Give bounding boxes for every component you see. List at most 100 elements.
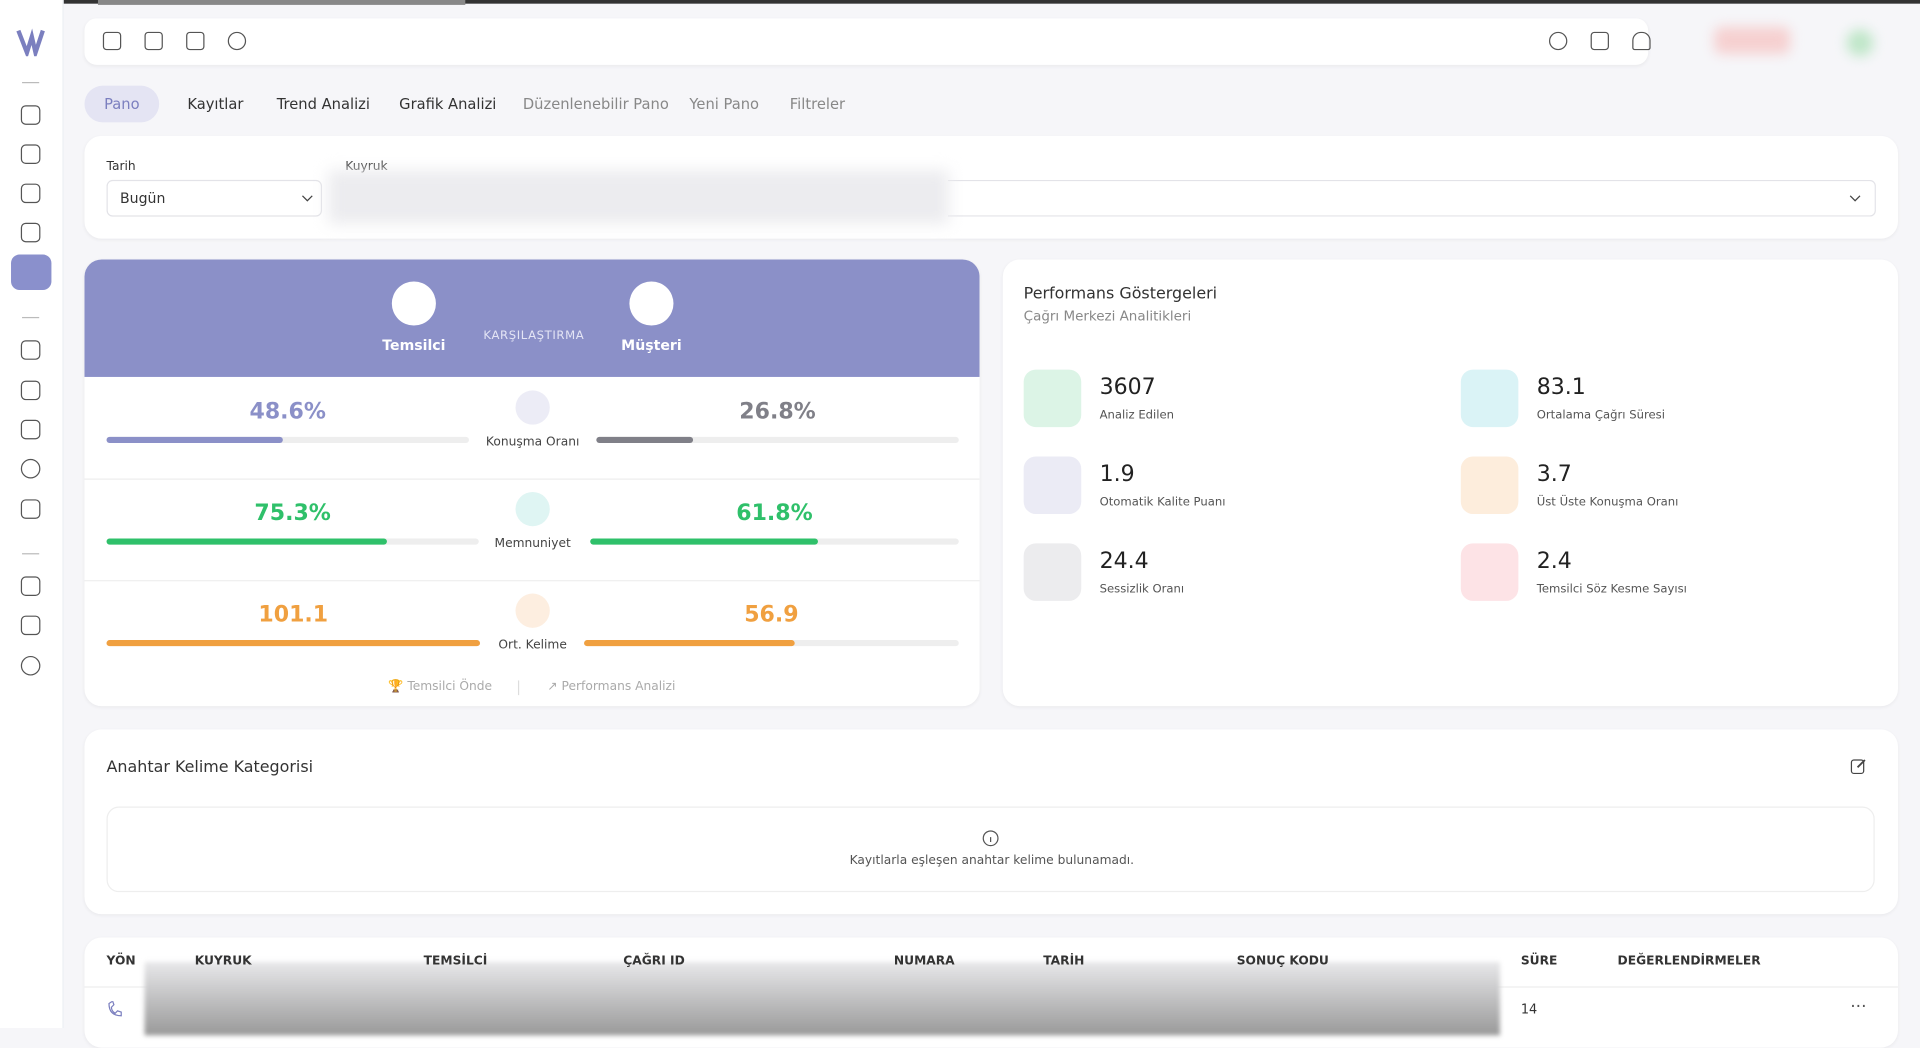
nav-icon[interactable] (20, 222, 41, 243)
kpi-value: 2.4 (1536, 548, 1572, 574)
kpi-icon (1023, 456, 1082, 515)
tab[interactable]: Trend Analizi (276, 95, 370, 113)
chevron (302, 195, 313, 202)
metric-icon (515, 491, 550, 527)
performance-subtitle: Çağrı Merkezi Analitikleri (1023, 308, 1192, 325)
footer-left-text: Temsilci Önde (407, 680, 493, 694)
nav-icon[interactable] (20, 105, 41, 125)
nav-icon[interactable] (20, 144, 41, 164)
tab[interactable]: Grafik Analizi (399, 95, 497, 113)
customer-track (584, 640, 959, 647)
table-header: NUMARA (893, 954, 955, 969)
comparison-card: Temsilci KARŞILAŞTIRMA Müşteri 🏆 Temsilc… (84, 259, 980, 707)
tab[interactable]: Yeni Pano (689, 95, 760, 113)
kpi-label: Analiz Edilen (1099, 408, 1175, 423)
tab[interactable]: Filtreler (789, 95, 846, 113)
keyword-card: Anahtar Kelime Kategorisi Kayıtlarla eşl… (84, 729, 1898, 915)
agent-bar (106, 436, 283, 444)
compare-label: KARŞILAŞTIRMA (483, 329, 585, 343)
nav-icon[interactable] (20, 380, 41, 401)
agent-value: 48.6% (249, 398, 326, 425)
footer-left: 🏆 Temsilci Önde (388, 680, 493, 694)
agent-value: 75.3% (254, 500, 331, 527)
nav-icon[interactable] (20, 576, 41, 596)
customer-track (596, 436, 959, 444)
kpi-icon (1023, 369, 1082, 428)
performance-title: Performans Göstergeleri (1023, 285, 1218, 304)
nav-icon[interactable] (20, 419, 41, 440)
edit-icon[interactable] (1850, 758, 1867, 775)
customer-track (590, 538, 959, 545)
metric-name: Ort. Kelime (498, 638, 567, 653)
customer-title: Müşteri (621, 336, 682, 354)
kpi-value: 3607 (1099, 374, 1156, 401)
nav-active[interactable] (11, 254, 52, 291)
customer-icon (629, 281, 674, 326)
nav-icon[interactable] (20, 458, 41, 479)
table-header: DEĞERLENDİRMELER (1617, 954, 1761, 969)
agent-value: 101.1 (258, 602, 329, 628)
footer-right: ↗ Performans Analizi (547, 680, 676, 694)
row-divider (84, 478, 980, 480)
progress (97, 0, 466, 5)
agent-track (106, 640, 481, 647)
table-header: TEMSİLCİ (423, 954, 488, 969)
tool-icon[interactable] (102, 31, 122, 51)
tool-icon[interactable] (227, 31, 247, 51)
kpi-icon (1023, 543, 1082, 601)
metric-name: Konuşma Oranı (485, 435, 580, 450)
logo (16, 28, 45, 57)
nav-icon[interactable] (20, 655, 41, 676)
tab[interactable]: Düzenlenebilir Pano (522, 95, 669, 113)
filter-card: Tarih Bugün Kuyruk (84, 135, 1898, 239)
call-icon (108, 1001, 122, 1017)
duration-cell: 14 (1520, 1002, 1538, 1017)
footer-sep (517, 680, 520, 696)
nav-icon[interactable] (20, 615, 41, 636)
nav-icon[interactable] (20, 183, 41, 204)
tab[interactable]: Pano (84, 85, 160, 123)
comparison-header (84, 259, 980, 377)
bell-icon[interactable] (1632, 31, 1651, 51)
kpi-icon (1460, 543, 1519, 601)
kpi-value: 3.7 (1536, 461, 1572, 488)
agent-track (106, 436, 469, 444)
kpi-label: Temsilci Söz Kesme Sayısı (1536, 582, 1687, 596)
footer-right-text: Performans Analizi (561, 680, 676, 694)
date-select[interactable]: Bugün (106, 179, 323, 217)
kpi-value: 83.1 (1536, 374, 1586, 401)
table-header: TARİH (1043, 954, 1085, 969)
search-icon[interactable] (1548, 31, 1568, 51)
agent-track (106, 538, 479, 545)
customer-bar (584, 640, 795, 647)
agent-title: Temsilci (382, 336, 446, 354)
kpi-value: 1.9 (1099, 461, 1135, 488)
separator (22, 316, 40, 319)
agent-bar (106, 538, 387, 545)
customer-bar (596, 436, 694, 444)
customer-value: 61.8% (736, 500, 813, 527)
blurred-queue (328, 170, 949, 224)
table-header: ÇAĞRI ID (623, 954, 685, 969)
tool-icon[interactable] (186, 31, 205, 51)
customer-value: 26.8% (739, 398, 816, 425)
row-menu[interactable]: ··· (1850, 997, 1867, 1017)
tool-icon[interactable] (144, 31, 163, 51)
kpi-icon (1460, 456, 1519, 515)
table-header: SÜRE (1520, 954, 1558, 969)
kpi-label: Sessizlik Oranı (1099, 582, 1185, 596)
row-divider (84, 580, 980, 582)
keyword-title: Anahtar Kelime Kategorisi (106, 758, 314, 778)
blurred-avatar (1846, 29, 1874, 57)
customer-bar (590, 538, 818, 545)
tab[interactable]: Kayıtlar (187, 95, 244, 113)
translate-icon[interactable] (1590, 31, 1609, 51)
blurred-user (1714, 26, 1791, 54)
queue-select[interactable] (947, 179, 1876, 217)
nav-icon[interactable] (20, 499, 41, 519)
kpi-label: Otomatik Kalite Puanı (1099, 495, 1226, 510)
date-label: Tarih (106, 160, 136, 174)
nav-icon[interactable] (20, 340, 41, 360)
table-header: SONUÇ KODU (1236, 954, 1329, 969)
